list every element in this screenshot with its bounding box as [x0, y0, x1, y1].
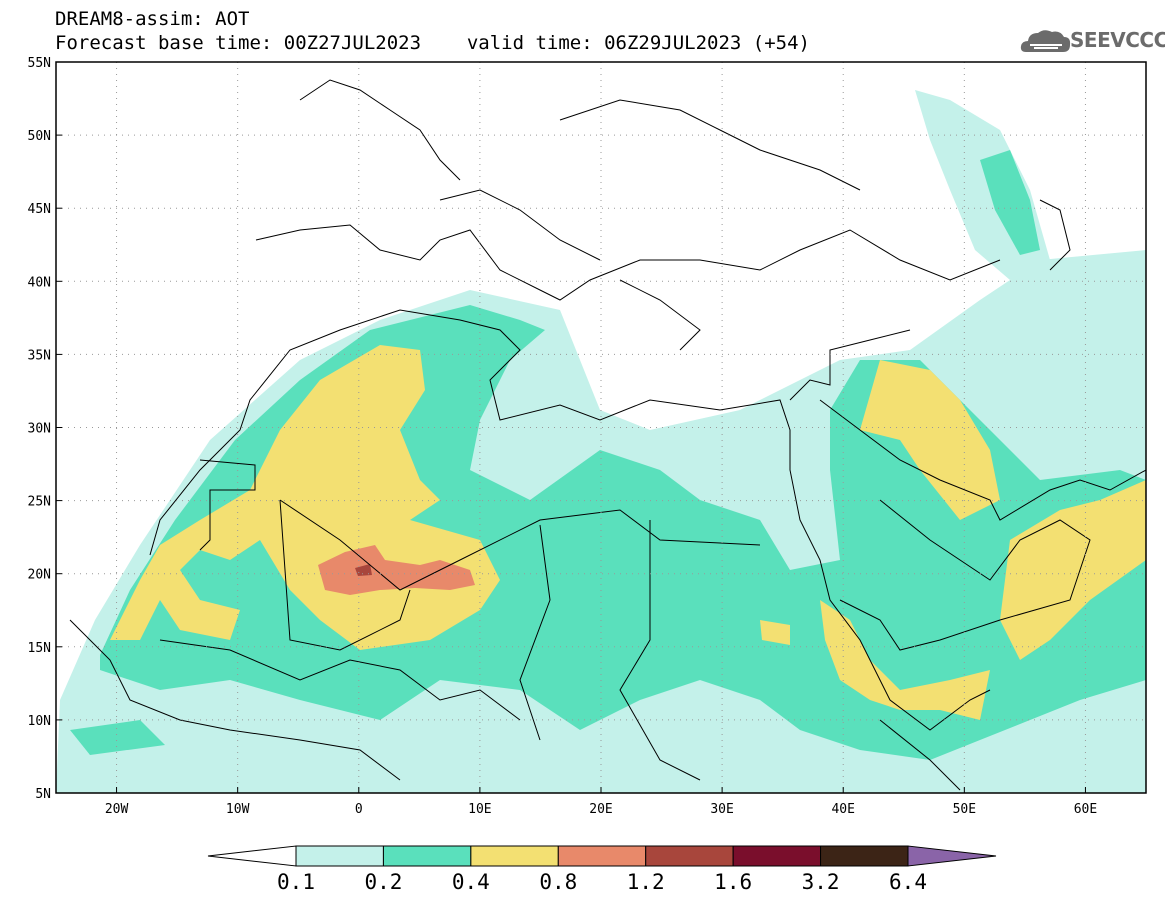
lat-tick-label: 30N — [28, 422, 51, 437]
colorbar-level-label: 1.2 — [626, 870, 665, 894]
coastlines — [69, 79, 1146, 791]
lon-tick-label: 20W — [105, 802, 129, 817]
logo-text: SEEVCCC — [1070, 28, 1165, 52]
cloud-icon — [1020, 30, 1071, 52]
colorbar-box — [645, 845, 734, 867]
lat-tick-label: 45N — [28, 202, 51, 217]
colorbar-box — [820, 845, 909, 867]
colorbar-level-label: 1.6 — [714, 870, 753, 894]
lon-tick-label: 20E — [589, 802, 612, 817]
lat-tick-label: 55N — [28, 56, 51, 71]
lon-tick-label: 10W — [226, 802, 250, 817]
lat-tick-label: 5N — [35, 787, 51, 802]
lon-tick-label: 40E — [831, 802, 854, 817]
colorbar-level-label: 0.2 — [364, 870, 403, 894]
colorbar-box — [732, 845, 822, 867]
lat-tick-label: 20N — [28, 568, 51, 583]
lat-tick-label: 10N — [28, 714, 51, 729]
time-info: Forecast base time: 00Z27JUL2023 valid t… — [55, 33, 810, 53]
lat-tick-label: 15N — [28, 641, 51, 656]
lon-tick-label: 30E — [710, 802, 733, 817]
colorbar-level-label: 6.4 — [889, 870, 927, 894]
lon-tick-label: 50E — [953, 802, 976, 817]
colorbar — [207, 845, 997, 867]
map-title: DREAM8-assim: AOT — [55, 8, 250, 30]
colorbar-level-label: 0.8 — [539, 870, 578, 894]
colorbar-box — [557, 845, 647, 867]
lat-tick-label: 40N — [28, 275, 51, 290]
base-time-label: Forecast base time: 00Z27JUL2023 — [55, 32, 422, 54]
axis-ticks: 20W 10W 0 10E 20E 30E 40E 50E 60E 55N 50N 45N 40N 35N… — [28, 56, 1098, 817]
colorbar-level-label: 3.2 — [801, 870, 840, 894]
lat-tick-label: 25N — [28, 495, 51, 510]
valid-time-label: valid time: 06Z29JUL2023 (+54) — [466, 32, 810, 54]
aot-field — [56, 62, 1146, 793]
colorbar-box — [382, 845, 472, 867]
colorbar-box — [295, 845, 384, 867]
lon-tick-label: 60E — [1074, 802, 1097, 817]
lat-tick-label: 35N — [28, 348, 51, 363]
colorbar-level-label: 0.4 — [451, 870, 490, 894]
colorbar-level-label: 0.1 — [277, 870, 315, 894]
colorbar-left-arrow — [207, 845, 297, 867]
lon-tick-label: 10E — [468, 802, 491, 817]
lat-tick-label: 50N — [28, 129, 51, 144]
lon-tick-label: 0 — [355, 802, 363, 817]
colorbar-box — [470, 845, 559, 867]
colorbar-right-arrow — [907, 845, 997, 867]
